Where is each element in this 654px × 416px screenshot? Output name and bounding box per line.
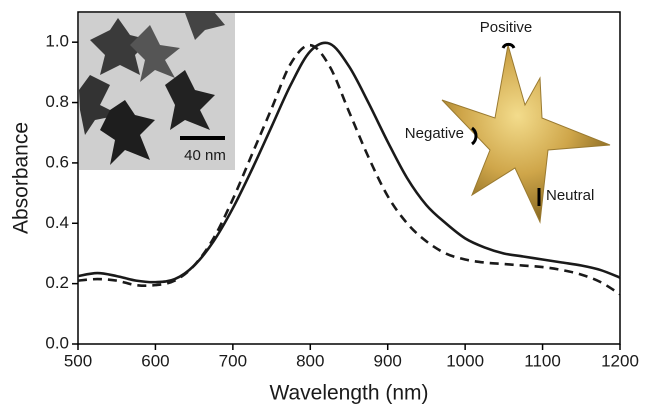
x-tick-label: 600 — [141, 351, 169, 370]
annotation: 40 nm — [184, 147, 226, 164]
annotation: Neutral — [546, 187, 594, 204]
y-tick-label: 0.6 — [45, 152, 69, 171]
y-tick-label: 0.2 — [45, 273, 69, 292]
x-tick-label: 1100 — [524, 351, 561, 370]
star-particle — [441, 44, 611, 224]
x-tick-label: 500 — [64, 351, 92, 370]
marker — [470, 126, 478, 146]
particle — [90, 18, 150, 75]
line-series — [77, 43, 621, 296]
tem-inset — [79, 13, 235, 170]
x-tick-label: 1000 — [446, 351, 484, 370]
particle — [100, 100, 155, 165]
particle — [165, 70, 215, 130]
particle — [185, 13, 225, 40]
y-tick-label: 0.4 — [45, 213, 69, 232]
y-tick-label: 0.8 — [45, 92, 69, 111]
particle — [130, 25, 180, 82]
x-tick-label: 700 — [219, 351, 247, 370]
y-tick-label: 0.0 — [45, 333, 69, 352]
x-tick-label: 900 — [374, 351, 402, 370]
annotation: Negative — [405, 125, 464, 142]
x-tick-label: 800 — [296, 351, 324, 370]
plot-frame — [77, 11, 621, 345]
line-series — [77, 41, 621, 284]
y-axis-label: Absorbance — [10, 122, 33, 234]
star-inset — [441, 42, 611, 224]
y-tick-label: 1.0 — [45, 32, 69, 51]
annotation: Positive — [480, 19, 533, 36]
x-axis-label: Wavelength (nm) — [269, 382, 428, 405]
marker — [501, 42, 516, 49]
x-tick-label: 1200 — [601, 351, 639, 370]
particle — [79, 75, 120, 135]
